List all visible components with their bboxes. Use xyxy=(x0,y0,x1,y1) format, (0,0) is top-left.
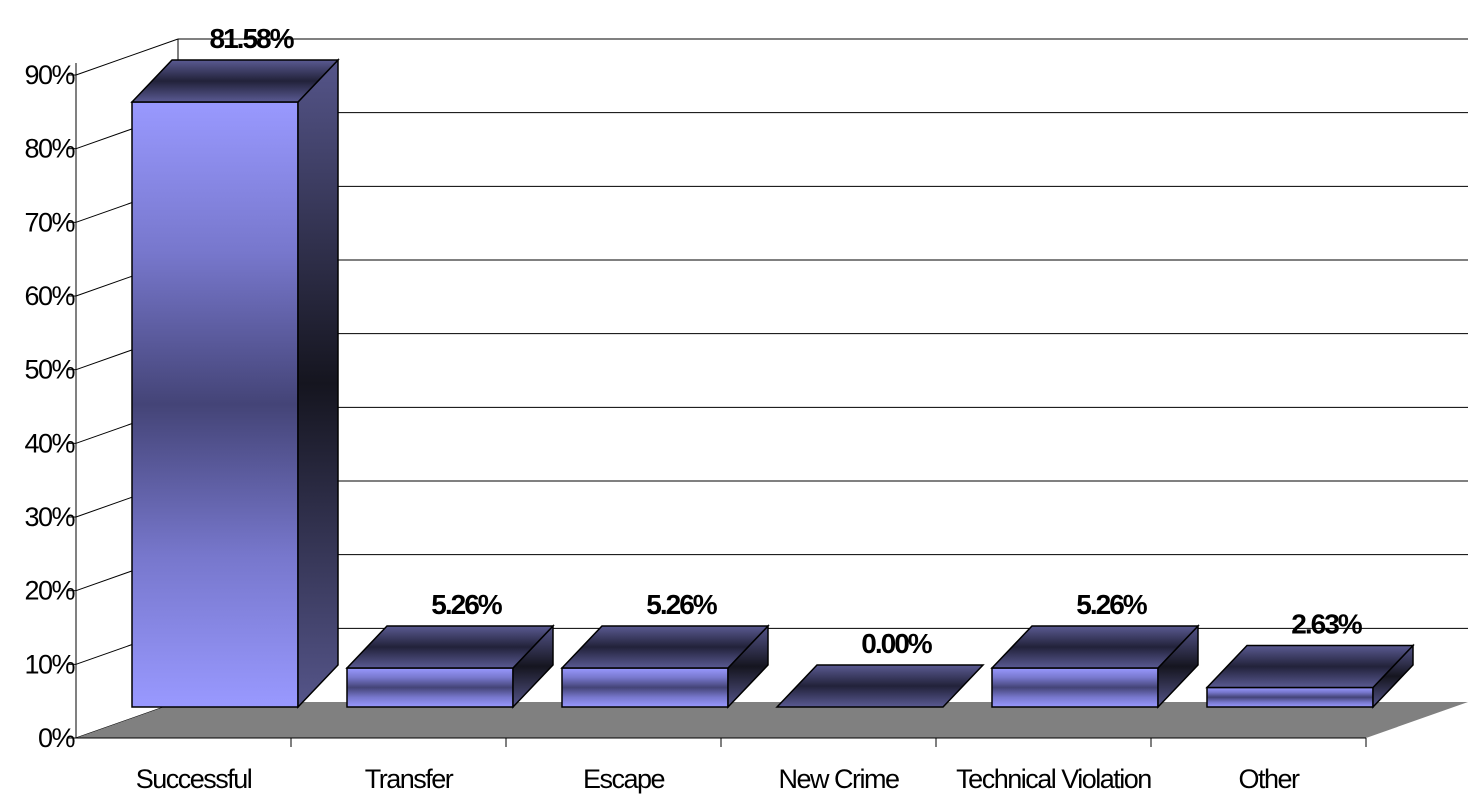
bar-escape xyxy=(560,624,770,709)
y-tick-label: 0% xyxy=(38,723,76,753)
bar-transfer xyxy=(345,624,555,709)
bar-top xyxy=(990,625,1200,669)
bar-front xyxy=(561,667,729,708)
bar-top xyxy=(345,625,555,669)
bar-other xyxy=(1205,643,1415,709)
bar-successful xyxy=(130,58,340,709)
x-tick-label: New Crime xyxy=(778,764,898,794)
x-tick-label: Transfer xyxy=(365,764,454,794)
bar-new-crime xyxy=(775,664,985,708)
bar-top xyxy=(775,664,985,708)
bar-front xyxy=(131,101,299,708)
y-tick-label: 50% xyxy=(24,355,75,385)
data-label: 2.63% xyxy=(1291,608,1362,639)
bar-front xyxy=(346,667,514,708)
chart-floor xyxy=(76,702,1468,738)
data-label: 5.26% xyxy=(646,589,717,620)
y-tick-label: 10% xyxy=(24,649,75,679)
bar-top xyxy=(130,59,340,103)
x-tick-label: Successful xyxy=(136,764,252,794)
bar-front xyxy=(991,667,1159,708)
y-tick-label: 90% xyxy=(24,60,75,90)
x-tick-label: Escape xyxy=(583,764,665,794)
data-label: 0.00% xyxy=(861,628,932,659)
gridline-diagonal xyxy=(75,38,179,76)
labels: 0% 10% 20% 30% 40% 50% 60% 70% 80% 90% 81.58% Succe… xyxy=(24,23,1364,794)
y-tick-label: 30% xyxy=(24,502,75,532)
bars xyxy=(130,58,1415,709)
bar-side xyxy=(297,58,339,709)
bar-front xyxy=(1206,686,1374,708)
bar-technical-violation xyxy=(990,624,1200,709)
data-label: 5.26% xyxy=(431,589,502,620)
bar-top xyxy=(1205,644,1415,689)
gridlines xyxy=(75,38,1468,739)
bar-top xyxy=(560,625,770,669)
y-tick-label: 70% xyxy=(24,207,75,237)
data-label: 81.58% xyxy=(210,23,295,54)
chart-floor-plane xyxy=(76,702,1468,738)
x-tick-label: Other xyxy=(1238,764,1300,794)
data-label: 5.26% xyxy=(1076,589,1147,620)
x-tick-label: Technical Violation xyxy=(956,764,1151,794)
y-tick-label: 80% xyxy=(24,134,75,164)
y-tick-label: 60% xyxy=(24,281,75,311)
y-tick-label: 40% xyxy=(24,428,75,458)
y-tick-label: 20% xyxy=(24,576,75,606)
